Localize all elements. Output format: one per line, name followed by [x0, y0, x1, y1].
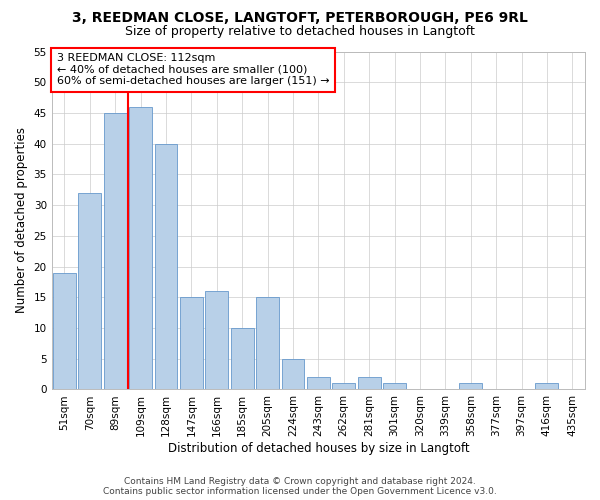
Bar: [205, 291, 228, 390]
Y-axis label: Number of detached properties: Number of detached properties: [15, 128, 28, 314]
Bar: [231, 328, 254, 390]
Bar: [53, 272, 76, 390]
Bar: [104, 113, 127, 390]
Bar: [256, 298, 279, 390]
Bar: [129, 107, 152, 390]
Text: 3 REEDMAN CLOSE: 112sqm
← 40% of detached houses are smaller (100)
60% of semi-d: 3 REEDMAN CLOSE: 112sqm ← 40% of detache…: [57, 53, 329, 86]
X-axis label: Distribution of detached houses by size in Langtoft: Distribution of detached houses by size …: [167, 442, 469, 455]
Text: Size of property relative to detached houses in Langtoft: Size of property relative to detached ho…: [125, 25, 475, 38]
Bar: [358, 377, 380, 390]
Bar: [180, 298, 203, 390]
Text: Contains HM Land Registry data © Crown copyright and database right 2024.
Contai: Contains HM Land Registry data © Crown c…: [103, 476, 497, 496]
Bar: [535, 384, 559, 390]
Bar: [459, 384, 482, 390]
Bar: [332, 384, 355, 390]
Bar: [307, 377, 330, 390]
Bar: [281, 358, 304, 390]
Bar: [155, 144, 178, 390]
Text: 3, REEDMAN CLOSE, LANGTOFT, PETERBOROUGH, PE6 9RL: 3, REEDMAN CLOSE, LANGTOFT, PETERBOROUGH…: [72, 12, 528, 26]
Bar: [79, 193, 101, 390]
Bar: [383, 384, 406, 390]
